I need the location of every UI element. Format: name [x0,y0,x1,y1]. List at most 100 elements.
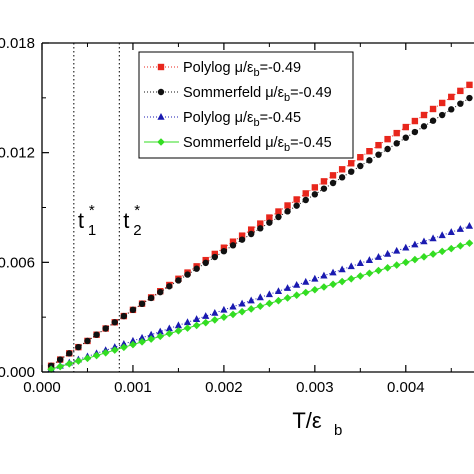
series-2-point-12 [147,294,155,302]
y-tick-label-4: 0.018 [0,35,35,52]
series-2-point-21 [229,242,237,249]
series-4-point-42 [420,253,428,261]
series-2-point-33 [338,174,346,181]
annotation-sup-1: * [89,202,95,219]
series-1-point-21 [229,238,237,245]
reference-lines [73,43,120,372]
series-2-point-5 [84,337,91,345]
series-3-point-19 [211,308,219,316]
series-3-point-39 [393,246,401,254]
series-4-point-26 [274,296,283,305]
series-4-point-47 [465,239,474,247]
series-3-point-32 [329,268,337,276]
series-4-point-18 [201,318,210,327]
annotation-label-1: t [78,208,84,233]
series-4-point-10 [129,340,137,349]
series-3-point-43 [429,234,437,242]
series-2-point-31 [320,185,328,192]
legend-label-4: Sommerfeld μ/εb=-0.45 [183,135,332,154]
series-3-point-16 [183,318,192,326]
series-2-point-15 [175,277,182,284]
series-2-point-18 [202,259,209,267]
series-4-point-38 [383,264,392,272]
series-3-point-36 [365,256,374,263]
series-4-point-46 [456,242,465,250]
series-4-point-17 [192,321,201,330]
series-3-point-21 [229,302,237,310]
series-2-point-9 [120,312,128,320]
series-1-point-41 [411,117,419,125]
series-1-point-35 [357,154,364,161]
series-4-point-8 [110,346,119,354]
series-2-point-7 [102,325,109,332]
series-1-point-45 [448,93,455,101]
x-tick-label-5: 0.004 [387,379,425,396]
series-1-point-30 [311,184,319,191]
x-axis-label: T/ε b [292,408,342,439]
series-4-point-14 [165,329,174,338]
series-4-point-7 [101,349,110,357]
series-2-line [50,97,470,367]
series-2-point-38 [384,145,391,153]
series-1-point-42 [420,111,428,119]
series-2-point-41 [411,128,419,136]
legend-entry-4: Sommerfeld μ/εb=-0.45 [144,135,332,154]
x-axis-title-sub: b [334,422,342,439]
series-4-point-33 [338,277,346,286]
series-3-point-28 [293,280,301,288]
series-4-point-9 [120,343,128,352]
legend-marker-4 [157,138,165,146]
legend-marker-2 [157,88,165,96]
series-2-point-43 [429,117,437,124]
series-1-point-25 [266,214,273,221]
y-tick-label-3: 0.012 [0,145,35,162]
series-4-point-12 [147,335,155,343]
series-4-point-2 [56,362,64,371]
series-3-point-35 [356,259,364,267]
series-3-point-13 [156,327,164,335]
annotations: t *1 t *2 [78,202,142,239]
series-3-point-34 [347,262,355,270]
series-3-point-45 [447,228,455,235]
series-2-point-39 [393,140,400,147]
series-1-point-34 [348,160,355,167]
series-4-point-32 [329,280,337,289]
series-2-point-32 [329,179,337,187]
series-1-point-43 [429,105,437,113]
series-4 [47,239,474,374]
series-2-point-4 [75,343,82,351]
x-axis-title: T/ε [292,408,322,433]
y-tick-label-1: 0.000 [0,364,35,381]
series-3-point-37 [374,253,383,260]
series-2-point-36 [366,157,373,164]
series-2-point-37 [375,151,382,158]
series-1-point-46 [457,87,464,95]
legend-marker-1 [157,63,165,71]
series-2-point-35 [357,162,364,170]
series-2-point-34 [348,168,355,175]
series-3-point-46 [456,225,464,232]
series-layer [47,81,474,374]
series-2-point-30 [311,191,319,198]
series-1-point-29 [302,190,309,197]
annotation-sub-1: 1 [88,222,96,239]
series-2-point-44 [438,111,446,119]
series-4-point-31 [320,283,328,291]
series-3-point-31 [320,271,328,279]
series-2-point-28 [293,202,300,209]
series-3-point-29 [302,277,310,285]
series-2-point-14 [166,283,173,290]
series-4-point-22 [238,307,246,316]
series-2-point-8 [111,319,118,326]
series-2-point-13 [157,288,164,296]
series-1-point-38 [384,135,391,143]
y-tick-label-2: 0.006 [0,254,35,271]
x-tick-label-2: 0.001 [114,379,152,396]
series-4-point-40 [401,258,410,267]
series-1-point-37 [375,141,382,149]
series-4-point-27 [283,294,292,302]
series-3-point-11 [138,333,146,341]
annotation-label-2: t [123,208,129,233]
x-tick-label-4: 0.003 [296,379,334,396]
series-4-point-29 [301,288,310,297]
